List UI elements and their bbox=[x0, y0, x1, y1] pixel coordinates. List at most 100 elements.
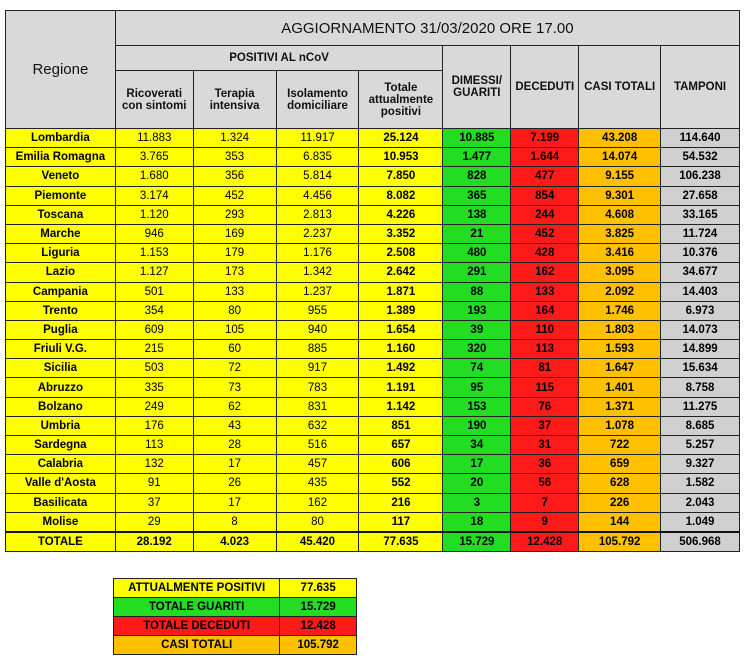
cell-regione: Basilicata bbox=[5, 492, 116, 513]
cell-dimessi-guariti: 39 bbox=[442, 319, 512, 341]
cell-regione: Campania bbox=[5, 281, 116, 302]
cell-dimessi-guariti: 74 bbox=[442, 358, 512, 379]
cell-deceduti: 854 bbox=[510, 185, 580, 206]
cell-dimessi-guariti: 88 bbox=[442, 281, 512, 302]
cell-terapia: 293 bbox=[192, 204, 277, 225]
cell-ricoverati: 215 bbox=[114, 339, 194, 360]
cell-ricoverati: 29 bbox=[114, 511, 194, 533]
cell-tamponi: 1.049 bbox=[660, 511, 740, 533]
cell-casi-totali: 1.078 bbox=[578, 415, 662, 437]
cell-ricoverati: 609 bbox=[114, 319, 194, 341]
cell-totale-positivi: 117 bbox=[358, 511, 444, 533]
cell-tamponi: 27.658 bbox=[660, 185, 740, 206]
cell-dimessi-guariti: 320 bbox=[442, 339, 512, 360]
cell-deceduti: 56 bbox=[510, 473, 580, 494]
cell-isolamento: 4.456 bbox=[275, 185, 360, 206]
cell-deceduti: 7.199 bbox=[510, 127, 580, 149]
table-row: Molise 29 8 80 117 18 9 144 1.049 bbox=[5, 511, 740, 533]
cell-casi-totali: 4.608 bbox=[578, 204, 662, 225]
cell-isolamento: 831 bbox=[275, 396, 360, 417]
cell-terapia: 80 bbox=[192, 300, 277, 321]
table-row: Basilicata 37 17 162 216 3 7 226 2.043 bbox=[5, 492, 740, 513]
cell-isolamento: 80 bbox=[275, 511, 360, 533]
summary-label: TOTALE GUARITI bbox=[112, 597, 281, 617]
cell-dimessi-guariti: 95 bbox=[442, 377, 512, 398]
cell-ricoverati: 1.153 bbox=[114, 243, 194, 264]
cell-tamponi: 6.973 bbox=[660, 300, 740, 321]
table-row: Valle d'Aosta 91 26 435 552 20 56 628 1.582 bbox=[5, 473, 740, 494]
summary-value: 105.792 bbox=[279, 635, 357, 655]
table-row: Abruzzo 335 73 783 1.191 95 115 1.401 8.758 bbox=[5, 377, 740, 398]
cell-tamponi: 8.685 bbox=[660, 415, 740, 437]
cell-dimessi-guariti: 10.885 bbox=[442, 127, 512, 149]
cell-dimessi-guariti: 3 bbox=[442, 492, 512, 513]
cell-tamponi: 11.724 bbox=[660, 223, 740, 245]
cell-tamponi: 8.758 bbox=[660, 377, 740, 398]
cell-terapia: 60 bbox=[192, 339, 277, 360]
summary-value: 77.635 bbox=[279, 578, 357, 598]
cell-tamponi: 114.640 bbox=[660, 127, 740, 149]
table-row: Puglia 609 105 940 1.654 39 110 1.803 14.073 bbox=[5, 319, 740, 341]
cell-regione: Veneto bbox=[5, 166, 116, 187]
cell-totale-positivi: 2.508 bbox=[358, 243, 444, 264]
table-row: Umbria 176 43 632 851 190 37 1.078 8.685 bbox=[5, 415, 740, 437]
cell-isolamento: 11.917 bbox=[275, 127, 360, 149]
cell-deceduti: 9 bbox=[510, 511, 580, 533]
cell-ricoverati: 335 bbox=[114, 377, 194, 398]
cell-isolamento: 457 bbox=[275, 454, 360, 475]
cell-regione: Abruzzo bbox=[5, 377, 116, 398]
summary-value: 15.729 bbox=[279, 597, 357, 617]
cell-regione: Emilia Romagna bbox=[5, 147, 116, 168]
cell-isolamento: 632 bbox=[275, 415, 360, 437]
cell-ricoverati: 11.883 bbox=[114, 127, 194, 149]
cell-dimessi-guariti: 17 bbox=[442, 454, 512, 475]
cell-totale-positivi: 1.871 bbox=[358, 281, 444, 302]
cell-isolamento: 5.814 bbox=[275, 166, 360, 187]
cell-dimessi-guariti: 190 bbox=[442, 415, 512, 437]
table-row: Sardegna 113 28 516 657 34 31 722 5.257 bbox=[5, 434, 740, 456]
cell-deceduti: 164 bbox=[510, 300, 580, 321]
cell-dimessi-guariti: 365 bbox=[442, 185, 512, 206]
cell-deceduti: 477 bbox=[510, 166, 580, 187]
cell-terapia: 43 bbox=[192, 415, 277, 437]
cell-deceduti: 1.644 bbox=[510, 147, 580, 168]
cell-isolamento: 516 bbox=[275, 434, 360, 456]
cell-regione: Bolzano bbox=[5, 396, 116, 417]
cell-isolamento: 885 bbox=[275, 339, 360, 360]
table-row: Sicilia 503 72 917 1.492 74 81 1.647 15.634 bbox=[5, 358, 740, 379]
cell-ricoverati: 3.174 bbox=[114, 185, 194, 206]
cell-regione: Sardegna bbox=[5, 434, 116, 456]
cell-dimessi-guariti: 15.729 bbox=[442, 530, 512, 553]
cell-totale-positivi: 851 bbox=[358, 415, 444, 437]
cell-deceduti: 37 bbox=[510, 415, 580, 437]
header-casi-totali: CASI TOTALI bbox=[578, 45, 662, 129]
covid-regional-table: Regione AGGIORNAMENTO 31/03/2020 ORE 17.… bbox=[5, 10, 741, 553]
table-row: Emilia Romagna 3.765 353 6.835 10.953 1.477 1.… bbox=[5, 147, 740, 168]
cell-totale-positivi: 3.352 bbox=[358, 223, 444, 245]
summary-label: TOTALE DECEDUTI bbox=[112, 616, 281, 636]
cell-casi-totali: 2.092 bbox=[578, 281, 662, 302]
cell-ricoverati: 249 bbox=[114, 396, 194, 417]
cell-deceduti: 31 bbox=[510, 434, 580, 456]
update-title: AGGIORNAMENTO 31/03/2020 ORE 17.00 bbox=[114, 10, 741, 46]
cell-ricoverati: 176 bbox=[114, 415, 194, 437]
summary-value: 12.428 bbox=[279, 616, 357, 636]
cell-casi-totali: 9.301 bbox=[578, 185, 662, 206]
cell-isolamento: 783 bbox=[275, 377, 360, 398]
header-regione: Regione bbox=[5, 10, 116, 129]
cell-isolamento: 955 bbox=[275, 300, 360, 321]
cell-dimessi-guariti: 34 bbox=[442, 434, 512, 456]
table-row: Bolzano 249 62 831 1.142 153 76 1.371 11.275 bbox=[5, 396, 740, 417]
cell-ricoverati: 3.765 bbox=[114, 147, 194, 168]
cell-regione: Trento bbox=[5, 300, 116, 321]
cell-deceduti: 428 bbox=[510, 243, 580, 264]
cell-tamponi: 106.238 bbox=[660, 166, 740, 187]
cell-ricoverati: 501 bbox=[114, 281, 194, 302]
cell-dimessi-guariti: 480 bbox=[442, 243, 512, 264]
cell-casi-totali: 1.401 bbox=[578, 377, 662, 398]
cell-tamponi: 11.275 bbox=[660, 396, 740, 417]
cell-regione: Sicilia bbox=[5, 358, 116, 379]
cell-deceduti: 76 bbox=[510, 396, 580, 417]
summary-row-positivi: ATTUALMENTE POSITIVI 77.635 bbox=[112, 578, 357, 598]
cell-terapia: 73 bbox=[192, 377, 277, 398]
